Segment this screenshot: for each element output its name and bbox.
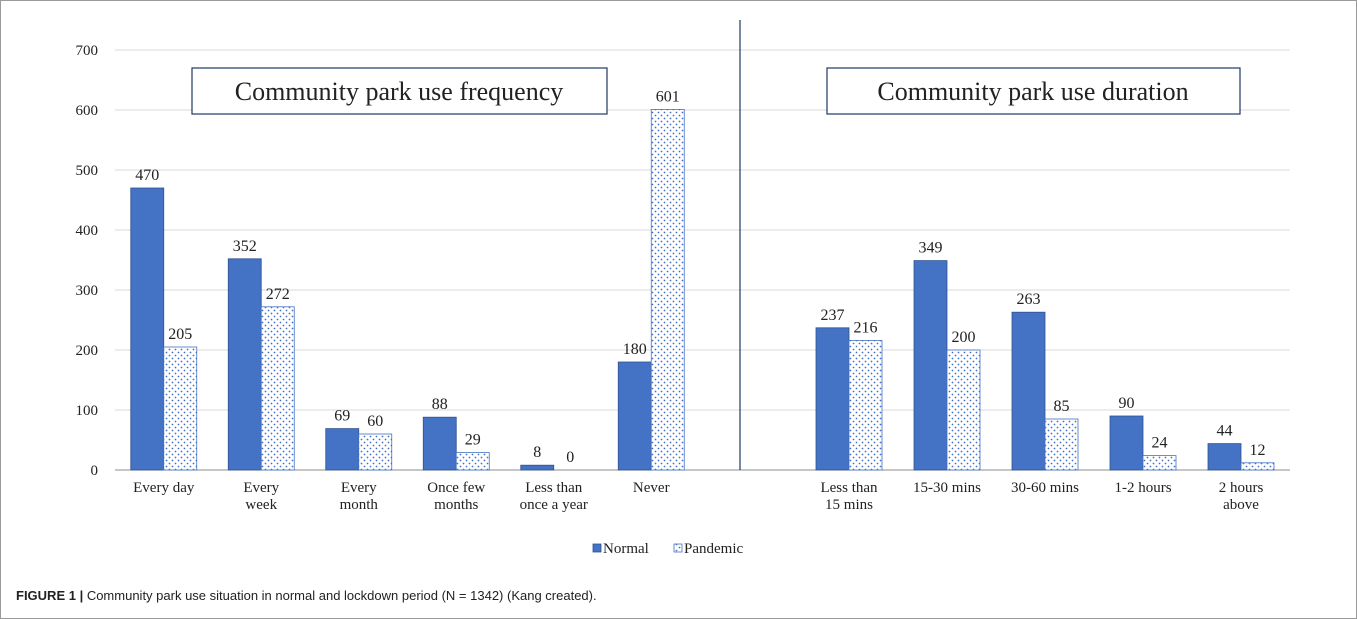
category-label: 15-30 mins bbox=[913, 480, 981, 496]
bar-normal bbox=[227, 258, 262, 471]
bar-normal bbox=[520, 464, 555, 471]
bar-pandemic bbox=[163, 346, 198, 471]
data-label: 0 bbox=[566, 449, 574, 466]
data-label: 352 bbox=[233, 238, 257, 255]
y-tick-label: 100 bbox=[76, 403, 99, 419]
figure-label: FIGURE 1 | bbox=[16, 588, 84, 603]
data-label: 60 bbox=[367, 413, 383, 430]
bar-pandemic bbox=[1142, 455, 1177, 471]
category-label: Once few months bbox=[427, 480, 485, 513]
category-label: Every day bbox=[133, 480, 195, 496]
bar-normal bbox=[1207, 443, 1242, 471]
data-label: 237 bbox=[821, 307, 845, 324]
y-tick-label: 300 bbox=[76, 283, 99, 299]
bar-normal bbox=[1109, 415, 1144, 471]
gridlines bbox=[115, 49, 1290, 471]
bar-pandemic bbox=[1240, 462, 1275, 471]
legend-label-normal: Normal bbox=[603, 541, 649, 557]
panel-title-frequency-text: Community park use frequency bbox=[235, 77, 564, 106]
bar-normal bbox=[422, 416, 457, 471]
category-label: 30-60 mins bbox=[1011, 480, 1079, 496]
data-label: 263 bbox=[1017, 291, 1041, 308]
bar-pandemic bbox=[1044, 418, 1079, 471]
category-label: Every month bbox=[340, 480, 379, 513]
data-label: 601 bbox=[656, 88, 680, 105]
data-label: 200 bbox=[952, 329, 976, 346]
data-label: 12 bbox=[1250, 442, 1266, 459]
bar-pandemic bbox=[358, 433, 393, 471]
y-tick-label: 400 bbox=[76, 223, 99, 239]
figure-caption: FIGURE 1 | Community park use situation … bbox=[16, 588, 597, 603]
bar-pandemic bbox=[650, 109, 685, 471]
legend-swatch-normal bbox=[592, 543, 602, 553]
legend-label-pandemic: Pandemic bbox=[684, 541, 743, 557]
category-label: Less than 15 mins bbox=[820, 480, 878, 513]
category-label: Less than once a year bbox=[520, 480, 588, 513]
category-label: 1-2 hours bbox=[1114, 480, 1171, 496]
y-tick-label: 0 bbox=[91, 463, 99, 479]
bar-normal bbox=[913, 260, 948, 471]
data-label: 272 bbox=[266, 286, 290, 303]
bar-normal bbox=[325, 428, 360, 471]
data-labels: 470 205 352 272 69 60 88 29 8 0 180 601 237 216 349 200… bbox=[135, 88, 1265, 466]
legend: Normal Pandemic bbox=[592, 541, 743, 557]
data-label: 180 bbox=[623, 341, 647, 358]
data-label: 216 bbox=[854, 319, 878, 336]
category-label: 2 hours above bbox=[1219, 480, 1264, 513]
panel-title-frequency: Community park use frequency bbox=[191, 67, 608, 115]
bar-normal bbox=[617, 361, 652, 471]
y-axis: 0 100 200 300 400 500 600 700 bbox=[76, 43, 99, 479]
data-label: 349 bbox=[919, 240, 943, 257]
bar-pandemic bbox=[848, 339, 883, 471]
data-label: 205 bbox=[168, 326, 192, 343]
category-label: Never bbox=[633, 480, 670, 496]
data-label: 90 bbox=[1119, 395, 1135, 412]
bars bbox=[130, 109, 1275, 471]
panel-title-duration-text: Community park use duration bbox=[877, 77, 1188, 106]
panel-title-duration: Community park use duration bbox=[826, 67, 1241, 115]
y-tick-label: 600 bbox=[76, 103, 99, 119]
caption-text: Community park use situation in normal a… bbox=[83, 588, 597, 603]
y-tick-label: 200 bbox=[76, 343, 99, 359]
data-label: 470 bbox=[135, 167, 159, 184]
data-label: 88 bbox=[432, 396, 448, 413]
bar-normal bbox=[1011, 311, 1046, 471]
category-label: Every week bbox=[243, 480, 279, 513]
data-label: 69 bbox=[334, 408, 350, 425]
data-label: 44 bbox=[1217, 423, 1233, 440]
bar-normal bbox=[130, 187, 165, 471]
bar-pandemic bbox=[455, 452, 490, 471]
data-label: 85 bbox=[1054, 398, 1070, 415]
bar-pandemic bbox=[946, 349, 981, 471]
y-tick-label: 700 bbox=[76, 43, 99, 59]
bar-normal bbox=[815, 327, 850, 471]
legend-swatch-pandemic bbox=[673, 543, 683, 553]
data-label: 29 bbox=[465, 432, 481, 449]
data-label: 8 bbox=[533, 444, 541, 461]
bar-pandemic bbox=[260, 306, 295, 471]
category-labels: Every day Every week Every month Once few mont… bbox=[133, 480, 1263, 513]
y-tick-label: 500 bbox=[76, 163, 99, 179]
data-label: 24 bbox=[1152, 435, 1168, 452]
